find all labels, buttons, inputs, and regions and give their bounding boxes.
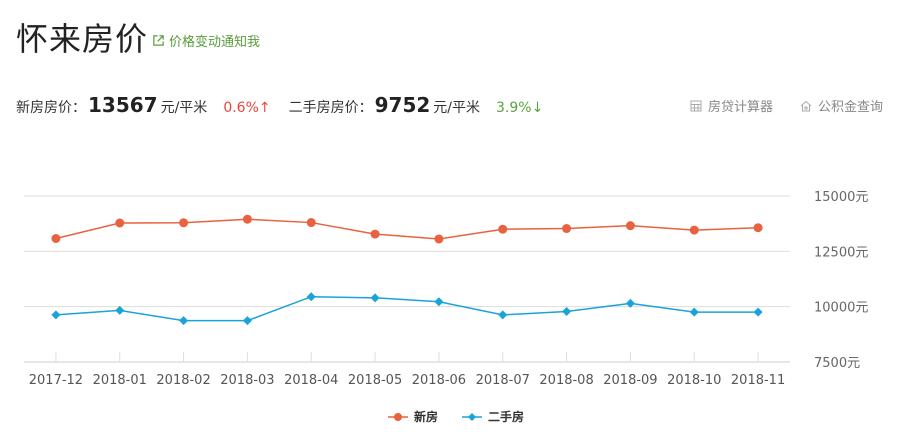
legend-item-second[interactable]: 二手房 xyxy=(462,408,524,425)
chart-gridlines xyxy=(24,195,790,363)
x-tick-label: 2018-07 xyxy=(476,373,530,388)
second-price-value: 9752 xyxy=(374,93,431,117)
y-tick-label: 12500元 xyxy=(814,245,868,260)
data-point[interactable] xyxy=(498,310,508,320)
housing-fund-label: 公积金查询 xyxy=(818,100,884,115)
data-point[interactable] xyxy=(242,316,252,326)
x-tick-label: 2018-11 xyxy=(731,373,785,388)
x-tick-label: 2018-01 xyxy=(93,373,147,388)
x-tick-label: 2018-02 xyxy=(156,373,210,388)
new-price-label: 新房房价： xyxy=(16,100,86,116)
data-point[interactable] xyxy=(306,292,316,302)
diamond-marker-icon xyxy=(462,412,483,421)
second-change-value: 3.9% xyxy=(496,100,532,116)
data-point[interactable] xyxy=(51,233,61,243)
data-point[interactable] xyxy=(370,229,380,239)
new-price-value: 13567 xyxy=(88,93,158,117)
calculator-icon xyxy=(690,100,702,111)
new-change-value: 0.6% xyxy=(223,100,259,116)
x-tick-label: 2018-06 xyxy=(412,373,466,388)
data-point[interactable] xyxy=(562,224,572,234)
mortgage-calculator-link[interactable]: 房贷计算器 xyxy=(690,96,773,115)
chart-series xyxy=(51,214,763,326)
arrow-up-icon: ↑ xyxy=(258,100,271,116)
data-point[interactable] xyxy=(625,298,635,308)
y-tick-label: 10000元 xyxy=(814,301,868,316)
series-line xyxy=(55,218,759,240)
price-summary: 新房房价： 13567 元/平米 0.6%↑ 二手房房价： 9752 元/平米 … xyxy=(16,93,543,117)
x-axis: 2017-12 2018-01 2018-02 2018-03 2018-04 2018-… xyxy=(29,352,785,388)
series-line xyxy=(55,295,759,322)
chart-legend: 新房 二手房 xyxy=(388,408,524,425)
second-price-label: 二手房房价： xyxy=(288,100,373,116)
x-tick-label: 2017-12 xyxy=(29,373,83,388)
y-axis-labels: 7500元 10000元 12500元 15000元 xyxy=(814,190,868,371)
legend-label-new: 新房 xyxy=(414,410,439,424)
legend-label-second: 二手房 xyxy=(488,410,525,424)
x-tick-label: 2018-10 xyxy=(667,373,721,388)
data-point[interactable] xyxy=(370,293,380,303)
data-point[interactable] xyxy=(242,214,252,224)
data-point[interactable] xyxy=(498,224,508,234)
data-point[interactable] xyxy=(51,310,61,320)
housing-fund-link[interactable]: 公积金查询 xyxy=(800,96,883,115)
x-tick-label: 2018-04 xyxy=(284,373,338,388)
second-price-unit: 元/平米 xyxy=(433,100,481,116)
data-point[interactable] xyxy=(115,218,125,228)
page-title: 怀来房价 xyxy=(16,20,149,58)
x-tick-label: 2018-05 xyxy=(348,373,402,388)
data-point[interactable] xyxy=(689,307,699,317)
legend-item-new[interactable]: 新房 xyxy=(388,408,438,425)
data-point[interactable] xyxy=(625,221,635,231)
data-point[interactable] xyxy=(179,218,189,228)
data-point[interactable] xyxy=(689,225,699,235)
y-tick-label: 7500元 xyxy=(814,356,860,371)
house-icon xyxy=(800,100,812,111)
second-price-change: 3.9%↓ xyxy=(496,100,543,116)
data-point[interactable] xyxy=(434,297,444,307)
new-price-unit: 元/平米 xyxy=(160,100,208,116)
circle-marker-icon xyxy=(388,412,408,421)
data-point[interactable] xyxy=(179,316,189,326)
x-tick-label: 2018-09 xyxy=(603,373,657,388)
x-tick-label: 2018-03 xyxy=(220,373,274,388)
x-tick-label: 2018-08 xyxy=(539,373,593,388)
data-point[interactable] xyxy=(753,223,763,233)
data-point[interactable] xyxy=(753,307,763,317)
data-point[interactable] xyxy=(115,305,125,315)
new-price-change: 0.6%↑ xyxy=(223,100,270,116)
mortgage-calculator-label: 房贷计算器 xyxy=(708,100,774,115)
price-notify-link[interactable]: 价格变动通知我 xyxy=(152,31,260,50)
data-point[interactable] xyxy=(306,218,316,228)
price-notify-label: 价格变动通知我 xyxy=(169,35,261,50)
data-point[interactable] xyxy=(434,234,444,244)
arrow-down-icon: ↓ xyxy=(531,100,544,116)
y-tick-label: 15000元 xyxy=(814,190,868,205)
external-link-icon xyxy=(153,35,164,46)
data-point[interactable] xyxy=(562,307,572,317)
